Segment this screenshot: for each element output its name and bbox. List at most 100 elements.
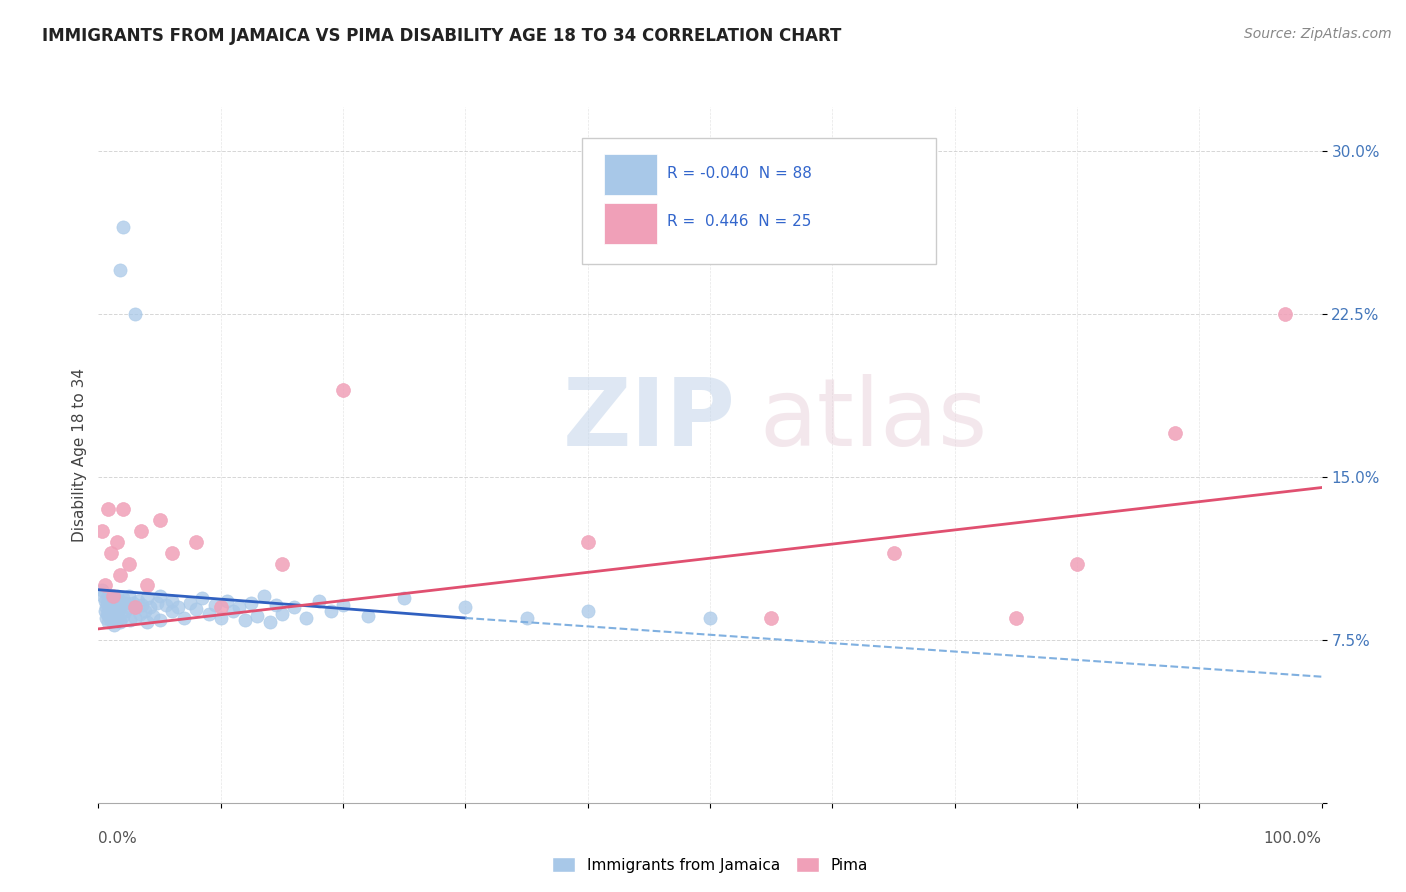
- Point: [101, 605, 124, 619]
- Point: [93, 593, 115, 607]
- Point: [101, 611, 124, 625]
- Point: [155, 598, 177, 612]
- Point: [101, 598, 124, 612]
- Point: [179, 596, 201, 610]
- Point: [233, 613, 256, 627]
- Point: [114, 596, 136, 610]
- Point: [127, 593, 149, 607]
- Text: 100.0%: 100.0%: [1264, 830, 1322, 846]
- Point: [146, 596, 169, 610]
- Point: [319, 605, 342, 619]
- Point: [699, 611, 721, 625]
- Point: [883, 546, 905, 560]
- Point: [94, 600, 117, 615]
- Point: [136, 591, 159, 606]
- Point: [103, 617, 125, 632]
- Point: [110, 600, 132, 615]
- Point: [264, 598, 287, 612]
- Point: [104, 596, 127, 610]
- Point: [107, 605, 129, 619]
- Point: [167, 600, 190, 615]
- Point: [124, 611, 146, 625]
- Point: [98, 608, 121, 623]
- Point: [129, 524, 152, 538]
- Point: [93, 578, 115, 592]
- Point: [101, 589, 124, 603]
- Point: [103, 600, 125, 615]
- Point: [108, 611, 131, 625]
- Point: [111, 219, 134, 234]
- Point: [97, 615, 120, 630]
- Point: [131, 598, 153, 612]
- Point: [149, 589, 172, 603]
- Point: [222, 605, 245, 619]
- Point: [120, 613, 142, 627]
- Point: [246, 608, 269, 623]
- Point: [149, 513, 172, 527]
- Point: [1004, 611, 1026, 625]
- Point: [576, 535, 599, 549]
- Point: [392, 591, 416, 606]
- Point: [96, 607, 118, 621]
- Text: R =  0.446  N = 25: R = 0.446 N = 25: [668, 214, 811, 229]
- Point: [761, 611, 783, 625]
- Point: [107, 598, 129, 612]
- Point: [308, 593, 330, 607]
- FancyBboxPatch shape: [603, 203, 658, 244]
- Point: [118, 589, 141, 603]
- Point: [209, 611, 232, 625]
- Point: [209, 600, 232, 615]
- Point: [104, 607, 127, 621]
- Point: [124, 600, 146, 615]
- Point: [295, 611, 318, 625]
- Point: [100, 613, 122, 627]
- Point: [270, 557, 294, 571]
- Point: [228, 600, 250, 615]
- Point: [186, 602, 208, 616]
- Point: [97, 502, 120, 516]
- Point: [160, 605, 183, 619]
- Point: [332, 383, 354, 397]
- Point: [101, 591, 124, 606]
- Y-axis label: Disability Age 18 to 34: Disability Age 18 to 34: [72, 368, 87, 542]
- Point: [91, 589, 114, 603]
- Point: [142, 608, 165, 623]
- Point: [117, 600, 139, 615]
- Point: [124, 600, 146, 615]
- FancyBboxPatch shape: [603, 154, 658, 195]
- Point: [111, 591, 134, 606]
- Point: [108, 593, 131, 607]
- Point: [110, 615, 132, 630]
- Point: [110, 263, 132, 277]
- Point: [173, 611, 195, 625]
- Point: [100, 546, 122, 560]
- Point: [105, 535, 128, 549]
- Point: [240, 596, 263, 610]
- Point: [197, 607, 219, 621]
- Point: [204, 598, 226, 612]
- Point: [191, 591, 214, 606]
- Point: [114, 605, 136, 619]
- Point: [105, 589, 128, 603]
- Point: [332, 598, 354, 612]
- Point: [356, 608, 378, 623]
- Text: ZIP: ZIP: [564, 374, 737, 467]
- Point: [139, 600, 162, 615]
- Text: R = -0.040  N = 88: R = -0.040 N = 88: [668, 166, 813, 181]
- Point: [1274, 307, 1296, 321]
- Legend: Immigrants from Jamaica, Pima: Immigrants from Jamaica, Pima: [546, 850, 875, 879]
- Point: [124, 307, 146, 321]
- Point: [160, 593, 183, 607]
- Text: atlas: atlas: [759, 374, 987, 467]
- Point: [1066, 557, 1088, 571]
- Point: [105, 613, 128, 627]
- Point: [93, 605, 115, 619]
- Point: [576, 605, 599, 619]
- Point: [252, 589, 274, 603]
- Point: [129, 607, 152, 621]
- FancyBboxPatch shape: [582, 138, 936, 263]
- Point: [110, 567, 132, 582]
- Point: [94, 611, 117, 625]
- Point: [1164, 426, 1187, 441]
- Point: [134, 605, 156, 619]
